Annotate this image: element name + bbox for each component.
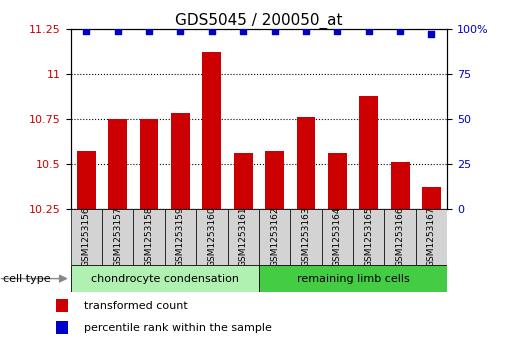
- Text: GSM1253156: GSM1253156: [82, 207, 91, 267]
- Bar: [202, 52, 221, 209]
- Bar: [322, 209, 353, 265]
- Text: GSM1253164: GSM1253164: [333, 207, 342, 267]
- Bar: [196, 209, 228, 265]
- Bar: [290, 209, 322, 265]
- Text: GSM1253159: GSM1253159: [176, 207, 185, 267]
- Point: [365, 28, 373, 34]
- Text: GSM1253163: GSM1253163: [301, 207, 311, 267]
- Bar: [416, 209, 447, 265]
- Bar: [133, 209, 165, 265]
- Bar: [102, 209, 133, 265]
- Bar: [77, 151, 96, 209]
- Point: [113, 28, 122, 34]
- Point: [239, 28, 247, 34]
- Point: [176, 28, 185, 34]
- Point: [302, 28, 310, 34]
- Bar: [297, 117, 315, 209]
- Point: [396, 28, 404, 34]
- Bar: [259, 265, 447, 292]
- Text: cell type: cell type: [3, 274, 50, 284]
- Text: chondrocyte condensation: chondrocyte condensation: [91, 274, 238, 284]
- Point: [333, 28, 342, 34]
- Text: GSM1253165: GSM1253165: [364, 207, 373, 267]
- Bar: [228, 209, 259, 265]
- Bar: [71, 209, 102, 265]
- Bar: [71, 265, 259, 292]
- Point: [82, 28, 90, 34]
- Bar: [234, 153, 253, 209]
- Point: [427, 32, 436, 37]
- Point: [145, 28, 153, 34]
- Bar: [56, 299, 68, 313]
- Text: transformed count: transformed count: [84, 301, 187, 311]
- Bar: [384, 209, 416, 265]
- Text: remaining limb cells: remaining limb cells: [297, 274, 410, 284]
- Bar: [328, 153, 347, 209]
- Bar: [56, 321, 68, 334]
- Point: [270, 28, 279, 34]
- Text: GSM1253166: GSM1253166: [395, 207, 405, 267]
- Bar: [259, 209, 290, 265]
- Bar: [108, 119, 127, 209]
- Bar: [265, 151, 284, 209]
- Text: GSM1253160: GSM1253160: [207, 207, 217, 267]
- Bar: [391, 162, 410, 209]
- Bar: [422, 187, 441, 209]
- Bar: [165, 209, 196, 265]
- Title: GDS5045 / 200050_at: GDS5045 / 200050_at: [175, 13, 343, 29]
- Text: GSM1253162: GSM1253162: [270, 207, 279, 267]
- Bar: [353, 209, 384, 265]
- Point: [208, 28, 216, 34]
- Bar: [171, 114, 190, 209]
- Text: GSM1253158: GSM1253158: [144, 207, 154, 267]
- Text: GSM1253157: GSM1253157: [113, 207, 122, 267]
- Bar: [359, 95, 378, 209]
- Bar: [140, 119, 158, 209]
- Text: GSM1253161: GSM1253161: [238, 207, 248, 267]
- Text: GSM1253167: GSM1253167: [427, 207, 436, 267]
- Text: percentile rank within the sample: percentile rank within the sample: [84, 323, 271, 333]
